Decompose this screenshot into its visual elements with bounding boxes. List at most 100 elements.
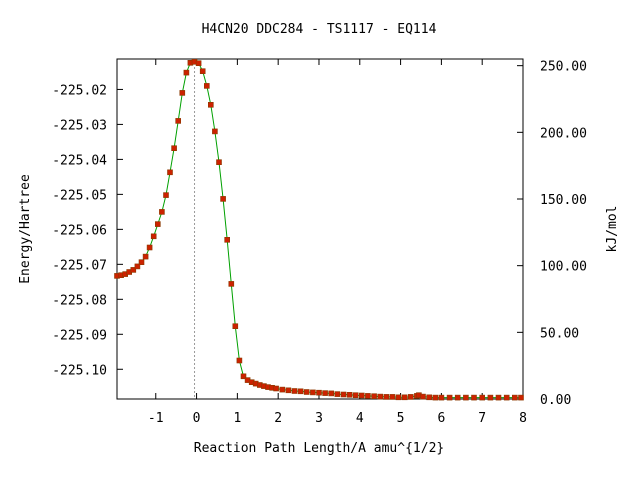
data-point xyxy=(487,394,494,401)
data-point xyxy=(163,192,169,198)
data-point xyxy=(279,386,286,393)
data-point xyxy=(240,373,247,380)
x-tick-label: 2 xyxy=(274,411,282,426)
data-point xyxy=(495,394,502,401)
data-point xyxy=(334,391,341,397)
data-point xyxy=(273,385,279,392)
plot-frame xyxy=(116,58,524,400)
data-point xyxy=(503,394,510,401)
x-tick-label: 7 xyxy=(478,411,486,426)
y-tick-label: -225.09 xyxy=(52,328,107,343)
y2-tick-label: 200.00 xyxy=(540,126,587,141)
data-point xyxy=(138,259,145,266)
data-point xyxy=(171,145,177,151)
data-point xyxy=(316,389,322,396)
data-point xyxy=(401,394,408,401)
x-tick-label: 4 xyxy=(356,411,364,426)
data-point xyxy=(352,392,359,399)
data-point xyxy=(134,263,141,270)
data-point xyxy=(479,394,486,401)
data-point xyxy=(420,393,426,400)
data-point xyxy=(371,393,377,400)
data-point xyxy=(224,237,230,243)
y2-tick-label: 50.00 xyxy=(540,326,579,341)
data-point xyxy=(463,394,469,401)
data-point xyxy=(340,391,347,398)
data-point xyxy=(446,394,453,401)
data-point xyxy=(142,253,149,260)
x-tick-label: 6 xyxy=(437,411,445,426)
y2-tick-label: 0.00 xyxy=(540,393,571,408)
data-point xyxy=(511,394,518,401)
y2-tick-label: 250.00 xyxy=(540,60,587,75)
data-point xyxy=(432,394,439,401)
data-point xyxy=(159,209,165,215)
data-point xyxy=(155,221,161,227)
data-point xyxy=(208,102,214,108)
y-axis-right: 0.00 50.00 100.00 150.00 200.00 250.00 xyxy=(517,60,587,408)
data-point xyxy=(212,128,218,135)
x-tick-label: 0 xyxy=(193,411,201,426)
x-axis: -1 0 1 2 3 4 5 6 7 8 xyxy=(148,59,527,426)
x-tick-label: -1 xyxy=(148,411,164,426)
y2-axis-label: kJ/mol xyxy=(605,206,620,253)
y-tick-label: -225.08 xyxy=(52,293,107,308)
data-point xyxy=(346,391,353,398)
data-point xyxy=(310,389,316,396)
data-point xyxy=(454,394,461,401)
data-point xyxy=(297,388,304,395)
data-point xyxy=(322,390,328,396)
y-tick-label: -225.04 xyxy=(52,153,107,168)
data-point xyxy=(365,393,371,399)
data-point xyxy=(146,244,153,251)
data-point xyxy=(328,390,335,397)
y-tick-label: -225.03 xyxy=(52,118,107,133)
data-point xyxy=(389,394,396,400)
series-line xyxy=(116,61,521,399)
y-tick-label: -225.07 xyxy=(52,258,107,273)
data-point xyxy=(291,388,298,394)
y-tick-label: -225.10 xyxy=(52,363,107,378)
y-axis-label: Energy/Hartree xyxy=(18,174,33,284)
data-point xyxy=(216,159,222,165)
data-point xyxy=(183,69,190,76)
data-point xyxy=(377,393,384,400)
y-tick-label: -225.02 xyxy=(52,83,107,98)
data-point xyxy=(471,394,477,401)
energy-curve xyxy=(116,61,521,399)
data-point xyxy=(195,60,202,67)
data-point xyxy=(130,267,137,273)
energy-points xyxy=(114,58,524,401)
y-tick-label: -225.05 xyxy=(52,188,107,203)
data-point xyxy=(167,169,173,176)
x-tick-label: 8 xyxy=(519,411,527,426)
data-point xyxy=(179,90,186,96)
data-point xyxy=(395,394,402,401)
data-point xyxy=(220,196,226,202)
x-tick-label: 5 xyxy=(397,411,405,426)
data-point xyxy=(199,68,206,74)
data-point xyxy=(150,233,157,240)
data-point xyxy=(236,357,243,364)
data-point xyxy=(232,323,239,330)
data-point xyxy=(204,83,210,89)
chart-title: H4CN20 DDC284 - TS1117 - EQ114 xyxy=(202,22,437,37)
y-axis-left: -225.02 -225.03 -225.04 -225.05 -225.06 -225.… xyxy=(52,83,123,378)
data-point xyxy=(228,281,235,287)
x-tick-label: 3 xyxy=(315,411,323,426)
x-axis-label: Reaction Path Length/A amu^{1/2} xyxy=(194,441,444,456)
data-point xyxy=(438,394,445,401)
data-point xyxy=(518,394,524,401)
x-tick-label: 1 xyxy=(233,411,241,426)
y-tick-label: -225.06 xyxy=(52,223,107,238)
data-point xyxy=(383,394,390,400)
y2-tick-label: 150.00 xyxy=(540,193,587,208)
data-point xyxy=(358,392,365,399)
data-point xyxy=(426,394,433,401)
data-point xyxy=(407,394,414,400)
data-point xyxy=(175,118,181,124)
y2-tick-label: 100.00 xyxy=(540,260,587,275)
data-point xyxy=(303,389,310,395)
data-point xyxy=(285,387,292,394)
